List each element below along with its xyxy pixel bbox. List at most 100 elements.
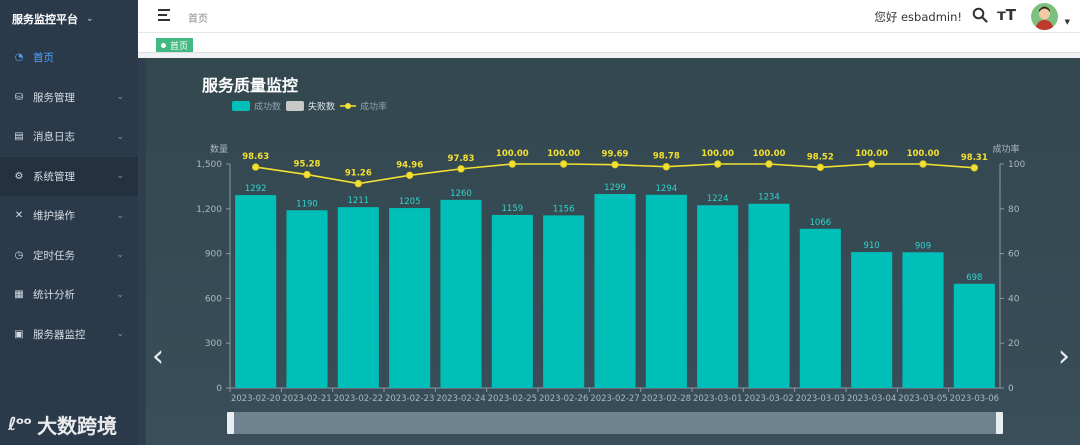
data-zoom-handle-left[interactable] <box>227 412 234 434</box>
rate-point <box>251 163 260 171</box>
avatar[interactable] <box>1031 3 1058 30</box>
bar-value-label: 1190 <box>296 199 318 209</box>
x-tick-label: 2023-02-28 <box>642 394 691 404</box>
y-tick-label-left: 600 <box>205 294 222 304</box>
rate-value-label: 100.00 <box>907 149 940 159</box>
x-tick-label: 2023-02-20 <box>231 394 280 404</box>
breadcrumb[interactable]: 首页 <box>188 14 208 25</box>
rate-value-label: 98.63 <box>242 152 269 162</box>
bar-success <box>902 252 944 388</box>
rate-point <box>508 160 517 168</box>
bar-value-label: 1066 <box>810 218 832 228</box>
carousel-prev-arrow-icon[interactable]: ‹ <box>152 339 164 374</box>
rate-value-label: 91.26 <box>345 169 372 179</box>
carousel-next-arrow-icon[interactable]: › <box>1058 339 1070 374</box>
dashboard-icon: ◔ <box>14 52 24 64</box>
content-gap <box>138 53 1080 58</box>
timer-icon: ◷ <box>14 249 24 261</box>
x-tick-label: 2023-02-22 <box>334 394 383 404</box>
rate-value-label: 100.00 <box>701 149 734 159</box>
x-tick-label: 2023-02-27 <box>590 394 639 404</box>
legend-label-rate: 成功率 <box>360 101 387 113</box>
x-tick-label: 2023-02-24 <box>436 394 485 404</box>
sidebar-item-5[interactable]: ✕ 维护操作 ⌄ <box>0 196 138 236</box>
hamburger-menu-icon[interactable] <box>158 9 170 24</box>
bar-success <box>440 199 482 388</box>
y-tick-label-right: 100 <box>1008 160 1025 170</box>
sidebar-item-2[interactable]: ⛁ 服务管理 ⌄ <box>0 78 138 118</box>
rate-point <box>405 171 414 179</box>
x-tick-label: 2023-03-04 <box>847 394 896 404</box>
y-axis-right-label: 成功率 <box>992 143 1019 155</box>
sidebar-item-1[interactable]: ◔ 首页 <box>0 38 138 78</box>
legend-swatch-fail <box>286 101 304 111</box>
rate-value-label: 98.31 <box>961 153 988 163</box>
sidebar-item-label: 维护操作 <box>33 210 75 223</box>
sidebar: 服务监控平台 ⌄ ◔ 首页 ⛁ 服务管理 ⌄ ▤ 消息日志 ⌄ ⚙ 系统管理 ⌄ ✕ 维护操作 ⌄ ◷ 定时任… <box>0 0 138 445</box>
legend-swatch-success <box>232 101 250 111</box>
bar-value-label: 1156 <box>553 204 575 214</box>
sidebar-item-7[interactable]: ▦ 统计分析 ⌄ <box>0 275 138 315</box>
chevron-down-icon: ⌄ <box>116 92 124 103</box>
tag-dot-icon <box>161 42 166 48</box>
sidebar-item-label: 服务管理 <box>33 91 75 104</box>
rate-point <box>303 170 311 179</box>
watermark-text: 大数跨境 <box>37 414 118 438</box>
watermark-logo-icon: ℓᵒᵒ <box>8 414 32 435</box>
data-zoom-handle-right[interactable] <box>996 412 1003 434</box>
sidebar-item-8[interactable]: ▣ 服务器监控 ⌄ <box>0 315 138 355</box>
rate-value-label: 99.69 <box>602 150 629 160</box>
rate-value-label: 100.00 <box>753 149 786 159</box>
bar-value-label: 1292 <box>245 184 267 194</box>
bar-value-label: 1211 <box>348 196 370 206</box>
y-tick-label-left: 300 <box>205 339 222 349</box>
rate-point <box>662 163 671 171</box>
sidebar-item-3[interactable]: ▤ 消息日志 ⌄ <box>0 117 138 157</box>
rate-value-label: 100.00 <box>547 149 580 159</box>
bar-value-label: 698 <box>966 273 982 283</box>
caret-down-icon[interactable]: ▼ <box>1064 18 1070 26</box>
rate-point <box>457 165 465 173</box>
x-tick-label: 2023-02-23 <box>385 394 434 404</box>
sidebar-item-label: 服务器监控 <box>33 328 86 341</box>
y-tick-label-left: 1,500 <box>196 160 222 170</box>
y-tick-label-right: 60 <box>1008 250 1020 260</box>
message-icon: ▤ <box>14 131 24 143</box>
rate-point <box>559 160 568 168</box>
server-icon: ▣ <box>14 328 24 340</box>
font-size-icon[interactable]: ᴛT <box>997 6 1016 24</box>
x-tick-label: 2023-02-25 <box>488 394 537 404</box>
bar-success <box>953 283 995 388</box>
top-bar: 首页 您好 esbadmin! ᴛT ▼ <box>138 0 1080 33</box>
bar-success <box>799 228 841 388</box>
sidebar-item-label: 首页 <box>33 52 54 65</box>
bar-success <box>286 210 328 388</box>
brand[interactable]: 服务监控平台 ⌄ <box>0 0 138 38</box>
tag-label: 首页 <box>170 41 189 52</box>
chevron-down-icon: ⌄ <box>116 329 124 340</box>
y-tick-label-right: 20 <box>1008 339 1020 349</box>
legend-marker-rate <box>345 103 351 109</box>
y-tick-label-right: 80 <box>1008 205 1020 215</box>
chevron-down-icon: ⌄ <box>116 210 124 221</box>
rate-point <box>713 160 722 168</box>
rate-point <box>816 163 825 172</box>
chevron-down-icon: ⌄ <box>86 14 94 24</box>
x-tick-label: 2023-02-26 <box>539 394 588 404</box>
x-tick-label: 2023-03-06 <box>950 394 999 404</box>
sidebar-item-label: 统计分析 <box>33 289 75 302</box>
bar-success <box>389 208 431 388</box>
y-tick-label-left: 0 <box>216 384 222 394</box>
chart-title: 服务质量监控 <box>202 76 299 95</box>
rate-value-label: 100.00 <box>496 149 529 159</box>
sidebar-item-4[interactable]: ⚙ 系统管理 ⌄ <box>0 156 138 196</box>
bar-value-label: 1234 <box>758 193 780 203</box>
bar-value-label: 910 <box>864 241 880 251</box>
user-greeting: 您好 esbadmin! <box>874 10 962 24</box>
rate-value-label: 97.83 <box>448 154 475 164</box>
search-icon[interactable] <box>972 7 988 23</box>
tag-home[interactable]: 首页 <box>156 38 194 52</box>
sidebar-item-6[interactable]: ◷ 定时任务 ⌄ <box>0 236 138 276</box>
bar-success <box>748 203 790 388</box>
sidebar-item-label: 消息日志 <box>33 131 75 144</box>
